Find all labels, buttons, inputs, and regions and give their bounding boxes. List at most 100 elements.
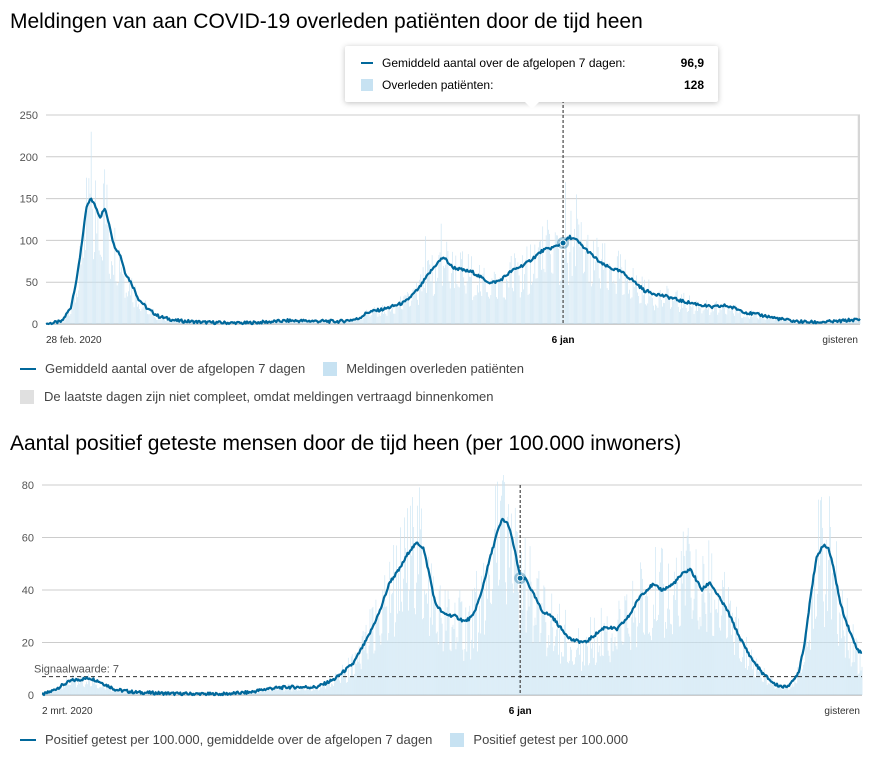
bar [662,306,663,324]
bar [436,631,438,695]
bar [72,300,74,324]
bar [568,284,570,324]
bar [78,680,79,695]
bar [77,684,78,695]
bar [84,687,85,695]
bar [857,674,859,695]
bar [151,309,153,324]
legend-item-bars[interactable]: Meldingen overleden patiënten [323,361,524,376]
bar [483,267,485,324]
bar [509,567,510,695]
bar [635,617,637,695]
bar [488,296,489,324]
bar [701,594,703,695]
bar [459,589,461,695]
bar [616,256,618,324]
legend-item-pos[interactable]: Positief getest per 100.000 [450,732,628,747]
bar [667,288,669,324]
bar [621,267,623,324]
bar [575,266,576,324]
legend-item-avg-pos[interactable]: Positief getest per 100.000, gemiddelde … [20,732,432,747]
bar [393,545,395,695]
bar [438,255,440,324]
bar [333,686,334,695]
bar [378,314,380,324]
bar [277,689,279,695]
bar [795,321,796,324]
bar [792,684,794,695]
bar [808,641,809,695]
bar [856,640,858,695]
bar [599,656,601,695]
bar [117,283,119,324]
bar [570,210,572,324]
bar [624,259,626,324]
bar [90,131,92,324]
bar [503,475,504,695]
bar [657,307,659,324]
bar [631,617,633,695]
bar [364,631,366,695]
bar [394,636,395,695]
bar [237,693,238,695]
bar [251,693,252,695]
bar [391,594,393,695]
bar [360,669,362,695]
bar [597,247,599,324]
bar [625,280,627,324]
bar [819,565,820,695]
bar [663,302,664,324]
legend-item-avg[interactable]: Gemiddeld aantal over de afgelopen 7 dag… [20,361,305,376]
bar [691,618,693,695]
bar [491,604,492,695]
bar [855,638,857,695]
bar [668,563,669,695]
bar [497,481,498,695]
bar [346,322,347,324]
x-tick-label-start: 28 feb. 2020 [46,335,102,346]
bar [722,580,723,695]
bar [579,247,581,324]
chart-title-deaths: Meldingen van aan COVID-19 overleden pat… [10,10,643,33]
bar [727,637,728,695]
bar [539,241,540,324]
bar [363,650,365,695]
deaths-chart[interactable]: 0 50 100 150 200 250 28 feb. 2020 6 jan gisteren [0,100,891,360]
bar [605,631,607,695]
bar [695,300,697,324]
bar [449,649,451,695]
bar [190,322,191,324]
bar [786,320,787,324]
bar [413,527,414,695]
bar [780,688,782,695]
bar [667,608,668,695]
bar [361,319,363,324]
bar [529,546,531,695]
bar [369,609,371,695]
bar [790,684,792,695]
bar [825,594,826,695]
positive-chart[interactable]: 0 20 40 60 80 Signaalwaarde: 7 2 mrt. 2020 6 ja… [0,475,891,725]
bar [760,677,762,695]
bar [369,316,371,324]
bar [857,318,859,324]
bar [464,285,466,324]
bar [96,684,97,695]
bar [591,643,593,695]
bar [385,606,387,695]
bar [404,295,406,324]
bar [138,304,139,324]
bar [620,254,621,324]
bar [314,689,315,695]
bar [579,654,580,695]
bar [522,581,524,695]
bar [389,561,391,695]
bar [450,273,452,324]
bar [340,682,341,695]
bar [535,624,537,695]
bar [484,634,485,695]
bar [318,690,319,695]
y-tick-label: 150 [20,194,38,206]
bar [820,500,821,695]
bar [795,682,797,695]
